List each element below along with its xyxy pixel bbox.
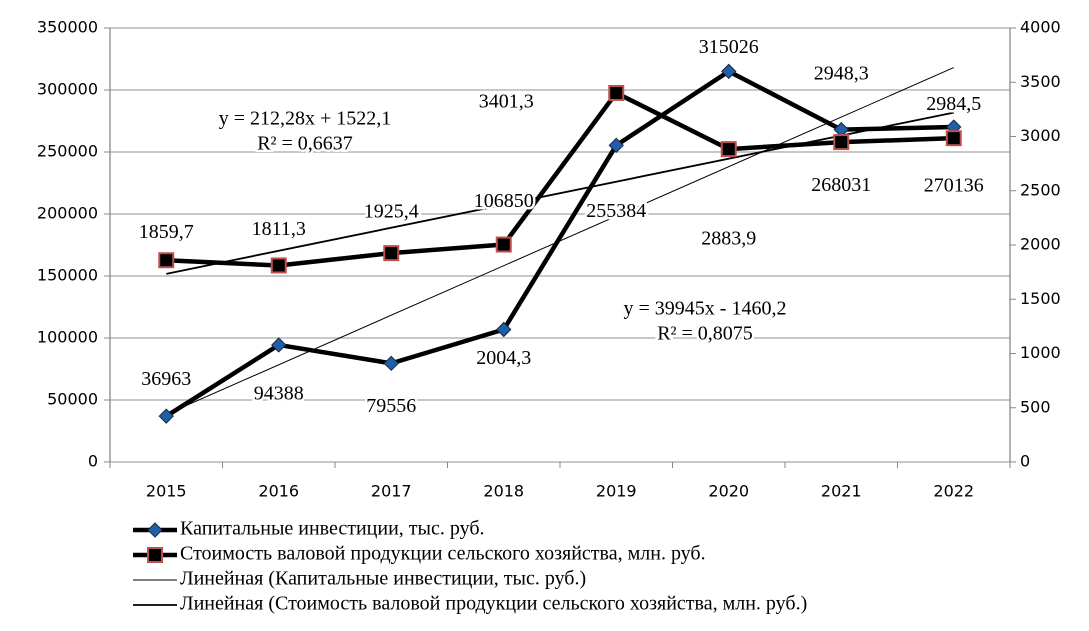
marker	[720, 141, 737, 158]
y2-tick-label: 0	[1020, 452, 1030, 471]
y-tick-label: 100000	[37, 328, 98, 347]
trend-r-squared: R² = 0,8075	[657, 323, 753, 345]
legend-label: Линейная (Капитальные инвестиции, тыс. р…	[180, 568, 586, 590]
y2-tick-label: 1000	[1020, 343, 1061, 362]
y2-tick-label: 3500	[1020, 72, 1061, 91]
data-label: 2883,9	[701, 228, 756, 250]
x-tick-label: 2016	[258, 482, 299, 501]
x-tick-label: 2021	[821, 482, 862, 501]
marker	[721, 63, 737, 80]
y-tick-label: 50000	[47, 390, 98, 409]
trendline	[166, 111, 954, 275]
data-label: 315026	[699, 36, 759, 58]
data-label: 106850	[474, 190, 534, 212]
marker	[608, 84, 625, 101]
y2-tick-label: 2000	[1020, 235, 1061, 254]
y-tick-label: 150000	[37, 266, 98, 285]
y-tick-label: 350000	[37, 18, 98, 37]
data-label: 3401,3	[479, 91, 534, 113]
marker	[383, 355, 399, 372]
marker	[158, 252, 175, 269]
marker	[833, 134, 850, 151]
y2-tick-label: 2500	[1020, 180, 1061, 199]
x-tick-label: 2019	[596, 482, 637, 501]
marker	[496, 321, 512, 338]
y2-tick-label: 500	[1020, 397, 1051, 416]
marker	[383, 245, 400, 262]
y-tick-label: 300000	[37, 80, 98, 99]
y2-tick-label: 1500	[1020, 289, 1061, 308]
trend-r-squared: R² = 0,6637	[257, 133, 353, 155]
marker	[495, 236, 512, 253]
series-line	[166, 90, 954, 268]
trend-equation: y = 39945x - 1460,2	[624, 298, 787, 320]
x-tick-label: 2018	[483, 482, 524, 501]
marker	[945, 130, 962, 147]
data-label: 255384	[586, 200, 646, 222]
trend-equation: y = 212,28x + 1522,1	[219, 108, 392, 130]
marker	[271, 337, 287, 353]
data-label: 94388	[254, 383, 304, 405]
data-label: 36963	[141, 368, 191, 390]
x-tick-label: 2017	[371, 482, 412, 501]
y-tick-label: 200000	[37, 204, 98, 223]
data-label: 1925,4	[364, 201, 419, 223]
marker	[158, 408, 174, 424]
x-tick-label: 2020	[708, 482, 749, 501]
series-line	[165, 69, 954, 419]
y2-tick-label: 3000	[1020, 126, 1061, 145]
legend-marker	[147, 547, 163, 563]
marker	[270, 257, 287, 274]
y-tick-label: 0	[88, 452, 98, 471]
legend-label: Стоимость валовой продукции сельского хо…	[180, 543, 706, 565]
data-label: 1811,3	[252, 218, 306, 240]
legend-label: Капитальные инвестиции, тыс. руб.	[180, 518, 485, 540]
marker	[608, 137, 624, 154]
data-label: 2948,3	[814, 63, 869, 85]
legend-marker	[147, 522, 163, 538]
y2-tick-label: 4000	[1020, 18, 1061, 37]
x-tick-label: 2015	[146, 482, 187, 501]
data-label: 2004,3	[476, 347, 531, 369]
data-label: 270136	[924, 175, 984, 197]
data-label: 268031	[811, 174, 871, 196]
data-label: 79556	[366, 395, 416, 417]
data-label: 1859,7	[139, 221, 194, 243]
x-tick-label: 2022	[933, 482, 974, 501]
data-label: 2984,5	[926, 93, 981, 115]
legend-label: Линейная (Стоимость валовой продукции се…	[180, 593, 807, 615]
y-tick-label: 250000	[37, 142, 98, 161]
